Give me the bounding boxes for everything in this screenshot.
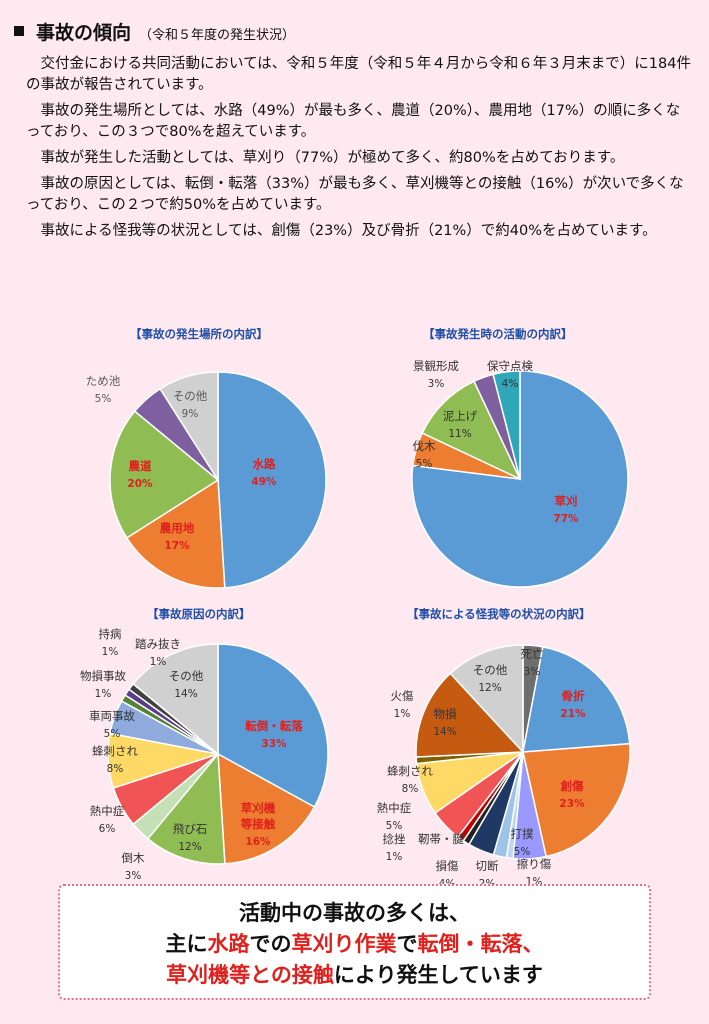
pie-slice-2: [109, 410, 220, 539]
header: 事故の傾向 （令和５年度の発生状況）: [14, 18, 295, 45]
summary-text: での: [249, 932, 292, 956]
pie-slice-13: [449, 644, 524, 754]
slice-label: その他 14%: [169, 669, 204, 700]
paragraph: 事故による怪我等の状況としては、創傷（23%）及び骨折（21%）で約40%を占め…: [40, 223, 657, 239]
slice-label: 伐木 5%: [413, 439, 436, 470]
chart-title-activity: 【事故発生時の活動の内訳】: [423, 327, 573, 341]
summary-highlight: 水路: [207, 932, 250, 956]
page-subtitle: （令和５年度の発生状況）: [139, 28, 296, 43]
summary-highlight: 草刈機等との接触: [166, 963, 334, 987]
slice-label: 転倒・転落 33%: [245, 719, 303, 750]
summary-highlight: 草刈り作業: [291, 932, 397, 956]
pie-slice-4: [492, 370, 521, 480]
slice-label: 死亡 3%: [521, 647, 544, 678]
description-text: 交付金における共同活動においては、令和５年度（令和５年４月から令和６年３月末まで…: [26, 54, 692, 247]
summary-box: 活動中の事故の多くは、 主に水路での草刈り作業で転倒・転落、 草刈機等との接触に…: [58, 884, 651, 1000]
chart-title-injury: 【事故による怪我等の状況の内訳】: [407, 607, 591, 621]
summary-line-2: 主に水路での草刈り作業で転倒・転落、: [60, 929, 649, 960]
paragraph: 交付金における共同活動においては、令和５年度（令和５年４月から令和６年３月末まで…: [26, 56, 691, 93]
slice-label: 水路 49%: [251, 457, 277, 488]
pie-slice-1: [217, 752, 316, 865]
slice-label: 火傷 1%: [391, 689, 414, 720]
pie-slice-2: [146, 752, 226, 865]
page-title: 事故の傾向: [36, 22, 132, 44]
slice-label: 捻挫 1%: [383, 832, 406, 863]
square-bullet-icon: [14, 26, 24, 36]
chart-title-location: 【事故の発生場所の内訳】: [130, 327, 268, 341]
slice-label: 靭帯・腱: [418, 832, 464, 846]
slice-label: 保守点検 4%: [487, 359, 533, 390]
summary-text: により発生しています: [333, 963, 543, 987]
summary-text: で: [396, 932, 418, 956]
summary-text: 活動中の事故の多くは、: [239, 901, 470, 925]
slice-label: 倒木 3%: [122, 851, 145, 882]
paragraph: 事故が発生した活動としては、草刈り（77%）が極めて多く、約80%を占めておりま…: [40, 150, 625, 166]
pie-slice-10: [132, 643, 219, 756]
pie-slice-12: [415, 672, 525, 758]
pie-slice-0: [217, 371, 327, 589]
pie-slice-1: [522, 645, 631, 753]
slice-label: 景観形成 3%: [413, 359, 459, 390]
summary-line-3: 草刈機等との接触により発生しています: [60, 960, 649, 991]
slice-label: 車両事故 5%: [89, 709, 135, 740]
slice-label: 物損 14%: [433, 707, 457, 738]
paragraph: 事故の発生場所としては、水路（49%）が最も多く、農道（20%）、農用地（17%…: [26, 103, 681, 140]
slice-label: 農道 20%: [127, 459, 153, 490]
pie-slice-4: [159, 371, 219, 483]
summary-text: 主に: [165, 932, 208, 956]
pie-slice-1: [125, 478, 226, 589]
slice-label: 泥上げ 11%: [443, 409, 478, 440]
slice-label: 農用地 17%: [160, 521, 195, 552]
slice-label: 熱中症 6%: [90, 804, 125, 835]
chart-title-cause: 【事故原因の内訳】: [147, 607, 251, 621]
slice-label: ため池 5%: [86, 374, 121, 405]
pie-slice-0: [217, 643, 329, 809]
slice-label: 草刈機等接触 16%: [240, 801, 276, 848]
summary-highlight: 転倒・転落、: [417, 932, 544, 956]
slice-label: 飛び石 12%: [173, 822, 208, 853]
slice-label: 蜂刺され 8%: [92, 744, 138, 775]
pie-slice-2: [522, 742, 631, 858]
slice-label: 草刈 77%: [553, 494, 579, 525]
slice-label: 蜂刺され 8%: [387, 764, 433, 795]
summary-line-1: 活動中の事故の多くは、: [60, 898, 649, 929]
slice-label: その他 12%: [473, 663, 508, 694]
slice-label: 創傷 23%: [559, 779, 585, 810]
paragraph: 事故の原因としては、転倒・転落（33%）が最も多く、草刈機等との接触（16%）が…: [26, 176, 684, 213]
slice-label: 踏み抜き 1%: [135, 637, 181, 668]
slice-label: 骨折 21%: [560, 689, 586, 720]
slice-label: 物損事故 1%: [80, 669, 126, 700]
slice-label: その他 9%: [173, 389, 208, 420]
slice-label: 打撲 5%: [511, 827, 534, 858]
slice-label: 持病 1%: [99, 627, 122, 658]
pie-slice-2: [421, 380, 522, 481]
slice-label: 熱中症 5%: [377, 801, 412, 832]
